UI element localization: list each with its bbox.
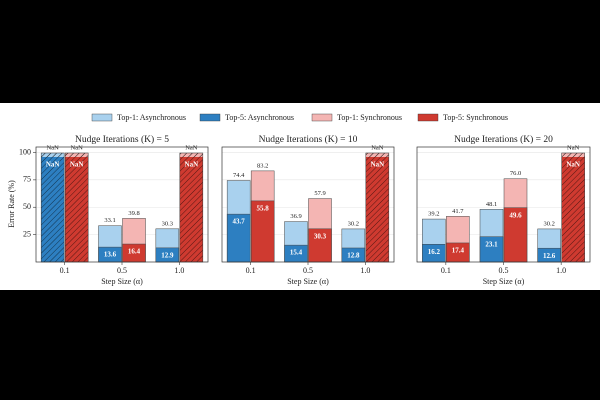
value-label: 83.2 [257, 162, 268, 169]
value-label: NaN [185, 144, 198, 151]
y-tick-label: 100 [19, 147, 31, 156]
value-label: NaN [47, 144, 60, 151]
value-label: 33.1 [104, 217, 115, 224]
legend-swatch [91, 113, 113, 122]
x-axis-label: Step Size (α) [483, 277, 525, 286]
value-label: NaN [567, 144, 580, 151]
y-axis-label: Error Rate (%) [7, 180, 16, 228]
value-label-inner: NaN [70, 161, 84, 169]
y-tick-label: 50 [23, 202, 31, 211]
value-label: 41.7 [452, 208, 464, 215]
value-label-inner: 15.4 [290, 249, 303, 257]
value-label-inner: 12.8 [347, 252, 360, 260]
value-label: 39.2 [428, 211, 439, 218]
nan-bar-hatch [64, 152, 89, 263]
x-tick-label: 0.5 [499, 266, 509, 275]
x-axis-label: Step Size (α) [287, 277, 329, 286]
x-tick-label: 1.0 [556, 266, 566, 275]
legend-label: Top-5: Asynchronous [225, 113, 294, 122]
axes-frame [221, 146, 395, 263]
legend-swatch [311, 113, 333, 122]
value-label-inner: 43.7 [233, 218, 246, 226]
value-label: 30.2 [348, 220, 359, 227]
value-label: NaN [371, 144, 384, 151]
axes-frame [416, 146, 591, 263]
nan-bar-hatch [561, 152, 585, 263]
value-label-inner: NaN [371, 161, 385, 169]
legend-label: Top-1: Synchronous [337, 113, 402, 122]
value-label-inner: NaN [46, 161, 60, 169]
value-label-inner: 49.6 [509, 211, 522, 219]
value-label-inner: 30.3 [314, 232, 327, 240]
value-label-inner: 12.9 [161, 251, 174, 259]
panel-title: Nudge Iterations (K) = 10 [259, 134, 358, 145]
value-label: NaN [71, 144, 84, 151]
panel-title: Nudge Iterations (K) = 5 [75, 134, 169, 145]
value-label-inner: 16.2 [428, 248, 441, 256]
value-label-inner: 23.1 [485, 240, 498, 248]
x-tick-label: 0.5 [303, 266, 313, 275]
value-label: 57.9 [314, 190, 325, 197]
x-tick-label: 0.1 [441, 266, 451, 275]
value-label-inner: 16.4 [128, 248, 141, 256]
x-tick-label: 0.1 [60, 266, 70, 275]
x-axis-label: Step Size (α) [101, 277, 143, 286]
x-tick-label: 0.5 [117, 266, 127, 275]
value-label-inner: 13.6 [104, 251, 117, 259]
value-label-inner: 55.8 [257, 204, 270, 212]
value-label: 39.8 [128, 210, 139, 217]
panel-title: Nudge Iterations (K) = 20 [454, 134, 553, 145]
nan-bar-hatch [179, 152, 204, 263]
value-label-inner: 17.4 [452, 247, 465, 255]
nan-bar-hatch [40, 152, 65, 263]
legend-swatch [199, 113, 221, 122]
x-tick-label: 1.0 [174, 266, 184, 275]
value-label: 30.3 [162, 220, 173, 227]
legend-label: Top-1: Asynchronous [117, 113, 186, 122]
x-tick-label: 1.0 [360, 266, 370, 275]
value-label: 30.2 [543, 220, 554, 227]
y-tick-label: 75 [23, 175, 31, 184]
value-label: 36.9 [290, 213, 301, 220]
value-label-inner: NaN [185, 161, 199, 169]
legend-swatch [417, 113, 439, 122]
value-label: 76.0 [510, 170, 521, 177]
value-label-inner: 12.6 [543, 252, 556, 260]
axes-frame [35, 146, 209, 263]
y-tick-label: 25 [23, 229, 31, 238]
value-label-inner: NaN [566, 161, 580, 169]
value-label: 48.1 [486, 201, 497, 208]
x-tick-label: 0.1 [246, 266, 256, 275]
value-label: 74.4 [233, 172, 245, 179]
legend-label: Top-5: Synchronous [443, 113, 508, 122]
nan-bar-hatch [365, 152, 390, 263]
